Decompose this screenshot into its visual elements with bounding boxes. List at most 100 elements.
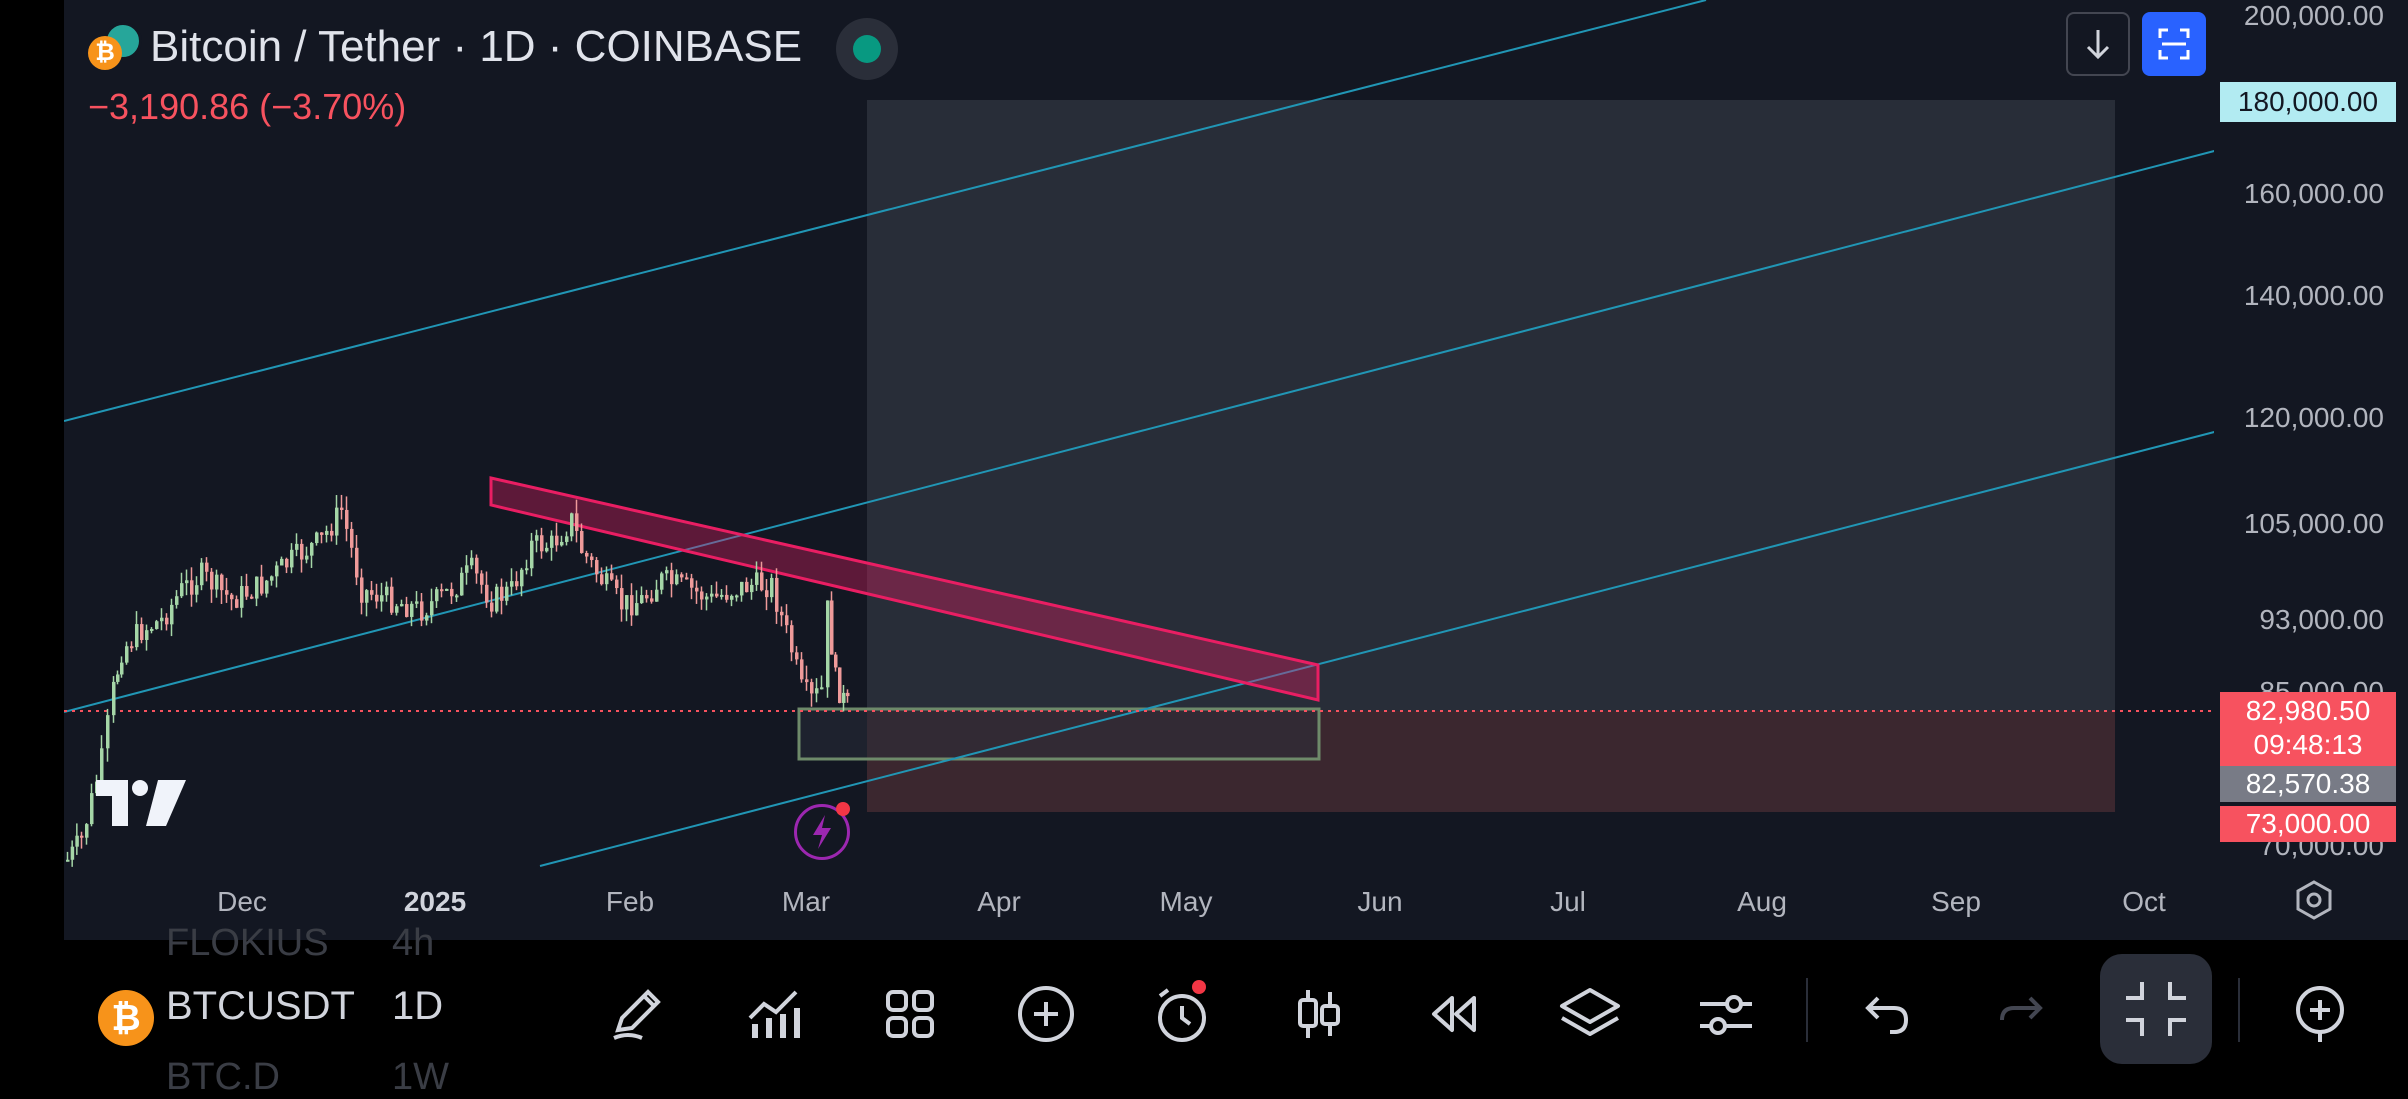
candle-body bbox=[460, 572, 464, 596]
candle-body bbox=[250, 596, 254, 599]
fullscreen-button[interactable] bbox=[2142, 12, 2206, 76]
candle-body bbox=[735, 595, 739, 598]
candle-body bbox=[225, 590, 229, 595]
candle-body bbox=[330, 530, 334, 536]
candle-body bbox=[140, 624, 144, 640]
candle-body bbox=[70, 846, 75, 860]
candle-body bbox=[300, 543, 304, 560]
candle-body bbox=[605, 573, 609, 585]
pencil-icon bbox=[613, 989, 661, 1040]
compact-mode-button[interactable] bbox=[2100, 954, 2212, 1064]
stop-price-tag: 73,000.00 bbox=[2220, 806, 2396, 842]
candle-body bbox=[260, 576, 264, 594]
interval-selector[interactable]: 1D bbox=[392, 984, 444, 1028]
undo-button[interactable] bbox=[1850, 978, 1922, 1050]
candle-body bbox=[270, 576, 274, 581]
candle-body bbox=[650, 598, 654, 602]
candle-body bbox=[838, 667, 842, 703]
candle-body bbox=[445, 588, 449, 591]
last-price-tag: 82,980.50 09:48:13 bbox=[2220, 692, 2396, 766]
candle-body bbox=[600, 574, 604, 585]
market-status-button[interactable] bbox=[836, 18, 898, 80]
candle-body bbox=[170, 604, 174, 625]
chart-type-button[interactable] bbox=[1282, 978, 1354, 1050]
candle-body bbox=[842, 692, 846, 703]
candle-body bbox=[385, 586, 389, 596]
candle-body bbox=[355, 547, 359, 578]
candle-body bbox=[345, 509, 349, 529]
candle-body bbox=[820, 687, 824, 690]
candle-body bbox=[550, 535, 554, 548]
ghost-symbol-top: FLOKIUS bbox=[166, 922, 329, 964]
candle-body bbox=[120, 662, 124, 675]
candle-body bbox=[625, 595, 629, 610]
draw-tool-button[interactable] bbox=[602, 978, 674, 1050]
date-label: Oct bbox=[2122, 886, 2166, 917]
candle-body bbox=[805, 679, 809, 683]
candle-body bbox=[795, 652, 799, 660]
candle-body bbox=[615, 579, 619, 589]
candle-body bbox=[730, 595, 734, 600]
candle-body bbox=[295, 543, 299, 550]
layers-button[interactable] bbox=[1554, 978, 1626, 1050]
candle-body bbox=[810, 682, 814, 694]
settings-button[interactable] bbox=[1690, 978, 1762, 1050]
candle-body bbox=[415, 601, 419, 604]
candle-body bbox=[135, 624, 139, 648]
candle-body bbox=[740, 581, 744, 596]
candles-icon bbox=[1298, 990, 1340, 1038]
candle-body bbox=[770, 577, 774, 598]
channel-line-upper bbox=[64, 0, 1707, 422]
target-price-tag: 180,000.00 bbox=[2220, 82, 2396, 122]
symbol-selector[interactable]: BTCUSDT bbox=[166, 984, 355, 1028]
candle-body bbox=[525, 568, 529, 571]
candle-body bbox=[370, 590, 374, 595]
sliders-icon bbox=[1700, 995, 1752, 1035]
candle-body bbox=[310, 543, 314, 556]
candle-body bbox=[106, 715, 110, 749]
candle-body bbox=[230, 594, 234, 600]
candle-body bbox=[220, 574, 224, 591]
download-button[interactable] bbox=[2066, 12, 2130, 76]
candle-body bbox=[405, 604, 409, 617]
axis-settings-icon[interactable] bbox=[2294, 880, 2334, 920]
candle-body bbox=[380, 595, 384, 602]
candle-body bbox=[520, 569, 524, 587]
candle-body bbox=[715, 593, 719, 597]
candle-body bbox=[570, 513, 574, 537]
candle-body bbox=[195, 585, 199, 595]
alert-button[interactable] bbox=[1146, 978, 1218, 1050]
toolbar-divider bbox=[2238, 978, 2240, 1042]
candle-body bbox=[440, 589, 444, 592]
channel-line-lower bbox=[539, 431, 2214, 867]
add-symbol-button[interactable] bbox=[2284, 978, 2356, 1050]
indicators-button[interactable] bbox=[738, 978, 810, 1050]
candle-body bbox=[375, 594, 379, 602]
candle-body bbox=[590, 556, 594, 561]
candle-body bbox=[826, 600, 830, 688]
candle-body bbox=[305, 555, 309, 560]
redo-button[interactable] bbox=[1986, 978, 2058, 1050]
price-label: 93,000.00 bbox=[2259, 604, 2384, 635]
templates-button[interactable] bbox=[874, 978, 946, 1050]
resistance-band bbox=[489, 476, 1320, 702]
add-button[interactable] bbox=[1010, 978, 1082, 1050]
candle-body bbox=[630, 595, 634, 616]
candle-body bbox=[315, 532, 319, 544]
replay-button[interactable] bbox=[1418, 978, 1490, 1050]
candle-body bbox=[505, 586, 509, 601]
alert-dot bbox=[1192, 980, 1206, 994]
candle-body bbox=[265, 580, 269, 594]
candle-body bbox=[275, 565, 279, 577]
symbol-title[interactable]: Bitcoin / Tether · 1D · COINBASE bbox=[150, 22, 803, 71]
candle-body bbox=[325, 530, 329, 535]
candle-body bbox=[450, 588, 454, 597]
price-label: 140,000.00 bbox=[2243, 280, 2384, 311]
bitcoin-icon: ₿ bbox=[88, 36, 122, 70]
date-label: Jul bbox=[1550, 886, 1586, 917]
lightning-icon[interactable] bbox=[794, 804, 850, 860]
candle-body bbox=[675, 574, 679, 585]
candle-body bbox=[830, 600, 834, 655]
candle-body bbox=[700, 591, 704, 600]
